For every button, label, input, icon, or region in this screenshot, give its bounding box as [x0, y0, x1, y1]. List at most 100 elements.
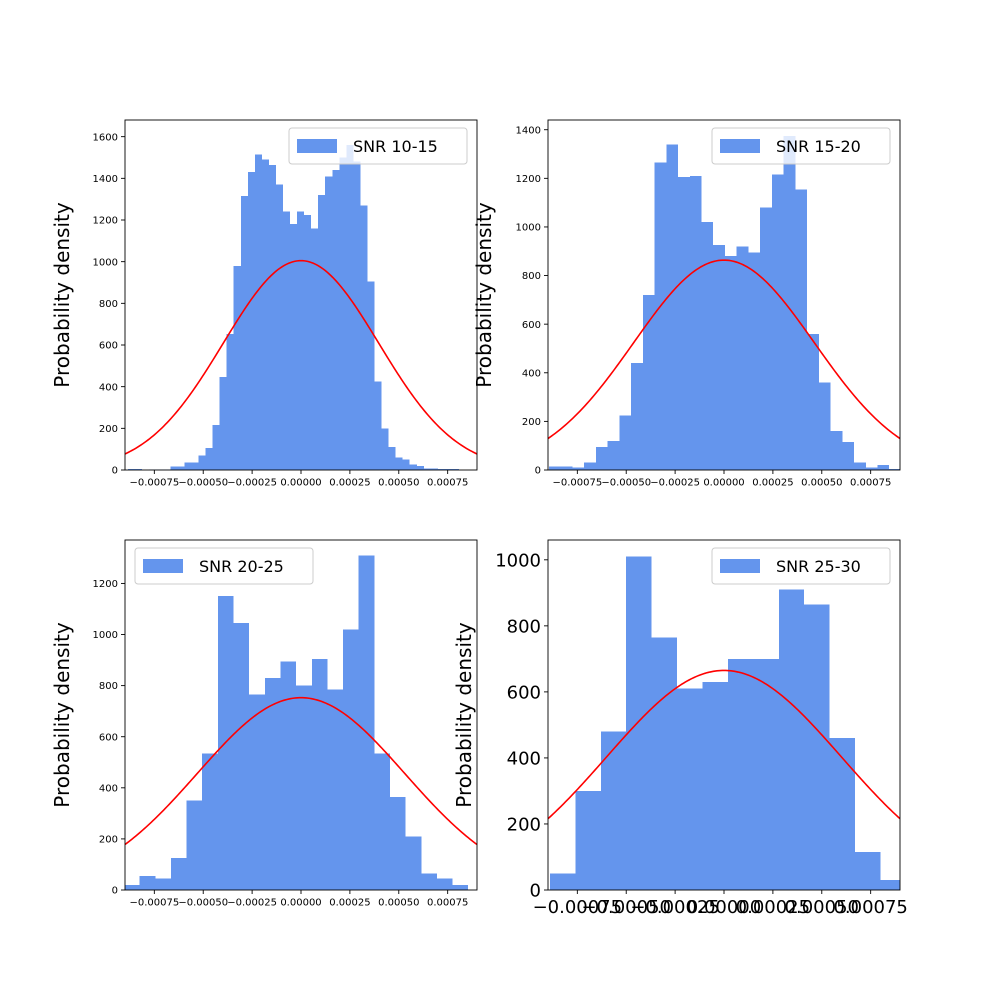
histogram-bar: [219, 376, 227, 470]
histogram-bar: [584, 462, 596, 470]
histogram-bar: [572, 467, 585, 470]
histogram-bar: [689, 175, 702, 470]
y-tick-label: 1200: [93, 216, 118, 227]
histogram-bar: [724, 256, 737, 470]
y-tick-label: 400: [99, 783, 118, 794]
x-tick-label: −0.00075: [552, 478, 602, 489]
y-tick-label: 200: [99, 835, 118, 846]
histogram-bar: [191, 462, 199, 470]
y-tick-label: 0: [112, 466, 118, 477]
histogram-bar: [381, 428, 389, 470]
histogram-bar: [416, 465, 424, 470]
histogram-bar: [170, 466, 178, 470]
legend-swatch: [720, 559, 760, 573]
y-tick-label: 600: [99, 732, 118, 743]
histogram-bar: [247, 172, 255, 470]
histogram-bar: [389, 796, 406, 890]
histogram-bar: [771, 174, 784, 470]
x-tick-label: 0.00050: [378, 898, 419, 909]
histogram-bar: [829, 738, 856, 890]
histogram-bar: [343, 629, 359, 890]
x-tick-label: −0.00075: [533, 897, 623, 918]
histogram-bar: [339, 157, 347, 470]
histogram-bar: [560, 466, 573, 470]
histogram-bar: [318, 195, 326, 470]
histogram-bar: [254, 154, 262, 470]
y-tick-label: 400: [99, 382, 118, 393]
histogram-bar: [795, 189, 808, 470]
histogram-bar: [889, 468, 900, 470]
histogram-bar: [548, 466, 561, 470]
x-tick-label: −0.00050: [178, 898, 228, 909]
histogram-bar: [854, 462, 866, 470]
normal-fit-curve: [548, 259, 900, 440]
histogram-bar: [135, 468, 143, 470]
histogram-bar: [297, 211, 305, 470]
y-tick-label: 0: [112, 886, 118, 897]
histogram-bar: [753, 658, 779, 890]
x-tick-label: 0.00075: [427, 478, 468, 489]
plot-area: [548, 135, 900, 470]
y-tick-label: 1000: [495, 550, 541, 571]
y-tick-label: 1200: [516, 174, 541, 185]
histogram-bar: [877, 465, 890, 470]
histogram-bar: [240, 196, 248, 470]
histogram-bar: [186, 800, 203, 890]
x-tick-label: 0.00075: [427, 898, 468, 909]
x-tick-label: 0.00075: [833, 897, 907, 918]
x-tick-label: −0.00050: [601, 478, 651, 489]
histogram-bar: [842, 442, 855, 470]
y-tick-label: 1000: [93, 257, 118, 268]
histogram-bar: [451, 468, 460, 470]
legend-box: [711, 127, 891, 165]
normal-fit-curve: [125, 259, 477, 455]
y-tick-label: 600: [99, 341, 118, 352]
histogram-bar: [358, 555, 375, 890]
x-tick-label: 0.00050: [801, 478, 842, 489]
histogram-bar: [619, 415, 632, 470]
histogram-bar: [233, 265, 241, 470]
legend-box: [134, 547, 314, 585]
x-tick-label: −0.00025: [227, 478, 277, 489]
x-tick-label: −0.00050: [581, 897, 671, 918]
plot-area: [125, 145, 477, 470]
y-tick-label: 1000: [93, 630, 118, 641]
histogram-bar: [701, 222, 714, 470]
y-tick-label: 800: [99, 681, 118, 692]
histogram-bar: [631, 363, 643, 470]
x-tick-label: −0.00025: [650, 478, 700, 489]
histogram-bar: [170, 858, 187, 890]
subplot-snr-25-30: −0.00075−0.00050−0.000250.000000.000250.…: [452, 539, 908, 918]
histogram-bar: [760, 207, 772, 470]
y-tick-label: 400: [522, 368, 541, 379]
x-tick-label: −0.00050: [178, 478, 228, 489]
histogram-bar: [202, 753, 218, 890]
y-axis-label: Probability density: [472, 202, 496, 388]
histogram-bar: [855, 852, 881, 890]
x-tick-label: 0.00025: [329, 478, 370, 489]
histogram-bar: [818, 382, 831, 470]
legend: SNR 15-20: [711, 127, 891, 165]
histogram-bar: [332, 170, 340, 470]
histogram-bar: [402, 459, 410, 470]
legend-label: SNR 15-20: [776, 137, 861, 156]
legend-label: SNR 10-15: [353, 137, 438, 156]
histogram-bar: [651, 637, 678, 890]
x-tick-label: 0.00075: [850, 478, 891, 489]
x-tick-label: −0.00075: [129, 898, 179, 909]
histogram-bar: [444, 468, 452, 470]
x-tick-label: −0.00025: [227, 898, 277, 909]
x-tick-label: −0.00025: [630, 897, 720, 918]
y-tick-label: 1400: [93, 174, 118, 185]
legend-swatch: [143, 559, 183, 573]
histogram-bar: [311, 658, 328, 890]
normal-fit-curve: [548, 669, 900, 820]
x-tick-label: 0.00025: [752, 478, 793, 489]
histogram-bar: [290, 224, 298, 470]
y-tick-label: 800: [99, 299, 118, 310]
normal-fit-curve: [125, 696, 477, 846]
histogram-bar: [304, 214, 312, 470]
histogram-bar: [409, 464, 417, 470]
x-tick-label: −0.00075: [129, 478, 179, 489]
histogram-bar: [642, 295, 655, 470]
